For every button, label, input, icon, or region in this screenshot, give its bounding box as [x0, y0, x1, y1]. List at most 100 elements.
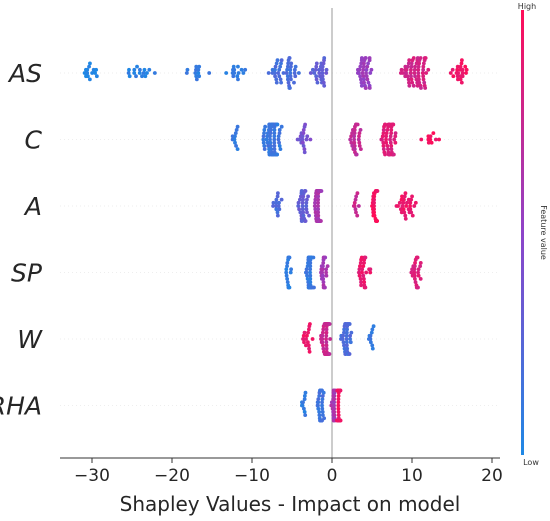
shap-dot — [406, 61, 411, 66]
shap-dot — [361, 64, 366, 69]
x-tick-label: 0 — [327, 466, 338, 486]
shap-dot — [349, 330, 354, 335]
shap-dot — [463, 64, 468, 69]
shap-dot — [359, 80, 364, 85]
shap-dot — [352, 127, 357, 132]
shap-dot — [322, 83, 327, 88]
shap-dot — [261, 134, 266, 139]
shap-dot — [412, 71, 417, 75]
shap-dot — [361, 74, 366, 79]
shap-dot — [328, 337, 332, 341]
shap-dot — [306, 327, 311, 332]
shap-dot — [416, 285, 420, 290]
shap-dot — [358, 74, 363, 79]
shap-dot — [412, 204, 417, 208]
shap-dot — [361, 264, 366, 268]
shap-dot — [329, 403, 334, 408]
shap-dot — [320, 270, 325, 275]
shap-dot — [342, 346, 347, 351]
shap-dot — [412, 267, 417, 272]
shap-dot — [316, 204, 320, 208]
shap-dot — [347, 322, 352, 326]
shap-dot — [324, 333, 329, 338]
shap-dot — [262, 144, 267, 148]
shap-dot — [363, 255, 368, 260]
shap-dot — [358, 64, 363, 69]
shap-dot — [366, 61, 370, 66]
shap-dot — [405, 74, 410, 79]
shap-dot — [349, 134, 354, 139]
shap-dot — [357, 134, 361, 139]
shap-dot — [372, 207, 376, 212]
shap-dot — [381, 144, 386, 148]
shap-dot — [193, 71, 198, 75]
shap-dot — [336, 410, 341, 414]
shap-dot — [235, 147, 240, 152]
shap-dot — [197, 74, 202, 79]
shap-dot — [321, 327, 326, 332]
colorbar-low-label: Low — [523, 458, 539, 467]
shap-dot — [303, 189, 308, 193]
shap-dot — [233, 140, 237, 145]
shap-dot — [345, 346, 350, 351]
shap-dot — [421, 64, 426, 69]
shap-dot — [301, 337, 305, 341]
shap-dot — [401, 200, 406, 205]
shap-dot — [126, 71, 131, 75]
shap-dot — [141, 71, 146, 75]
shap-dot — [310, 67, 315, 72]
shap-dot — [348, 337, 352, 341]
shap-dot — [389, 144, 394, 148]
shap-dot — [347, 352, 352, 356]
shap-dot — [363, 56, 368, 60]
shap-dot — [352, 200, 357, 205]
shap-dot — [450, 67, 455, 72]
shap-dot — [296, 200, 301, 205]
shap-dot — [370, 327, 375, 332]
shap-dot — [357, 267, 362, 272]
shap-dot — [413, 261, 417, 265]
shap-dot — [358, 264, 362, 268]
shap-dot — [273, 67, 277, 72]
shap-dot — [279, 61, 283, 66]
shap-dot — [277, 207, 282, 212]
shap-dot — [289, 64, 293, 69]
shap-dot — [127, 67, 131, 72]
shap-dot — [268, 137, 272, 142]
shap-dot — [275, 210, 280, 215]
shap-dots — [82, 56, 469, 423]
shap-dot — [140, 74, 144, 79]
shap-dot — [456, 77, 460, 82]
shap-dot — [286, 80, 291, 85]
shap-dot — [272, 137, 277, 142]
x-tick-label: −10 — [234, 466, 270, 486]
shap-dot — [408, 207, 413, 212]
shap-dot — [276, 204, 281, 208]
shap-dot — [302, 397, 307, 401]
shap-dot — [293, 64, 298, 69]
shap-dot — [301, 197, 305, 202]
shap-dot — [320, 410, 325, 414]
feature-value-colorbar: High Low Feature value — [518, 2, 548, 467]
shap-dot — [87, 77, 92, 82]
shap-dot — [389, 131, 394, 136]
shap-dot — [412, 67, 417, 72]
shap-dot — [414, 61, 419, 66]
shap-dot — [305, 273, 309, 278]
shap-dot — [321, 61, 326, 66]
shap-dot — [388, 140, 393, 145]
shap-dot — [324, 330, 329, 335]
shap-dot — [409, 210, 414, 215]
shap-dot — [308, 261, 313, 265]
shap-dot — [313, 197, 318, 202]
shap-dot — [277, 144, 282, 148]
shap-dot — [275, 122, 280, 127]
shap-dot — [396, 204, 400, 208]
x-tick-label: 10 — [401, 466, 423, 486]
shap-dot — [380, 137, 384, 142]
shap-dot — [338, 418, 343, 423]
shap-dot — [389, 147, 394, 152]
shap-dot — [285, 277, 290, 281]
shap-dot — [372, 200, 376, 205]
shap-dot — [324, 327, 329, 332]
